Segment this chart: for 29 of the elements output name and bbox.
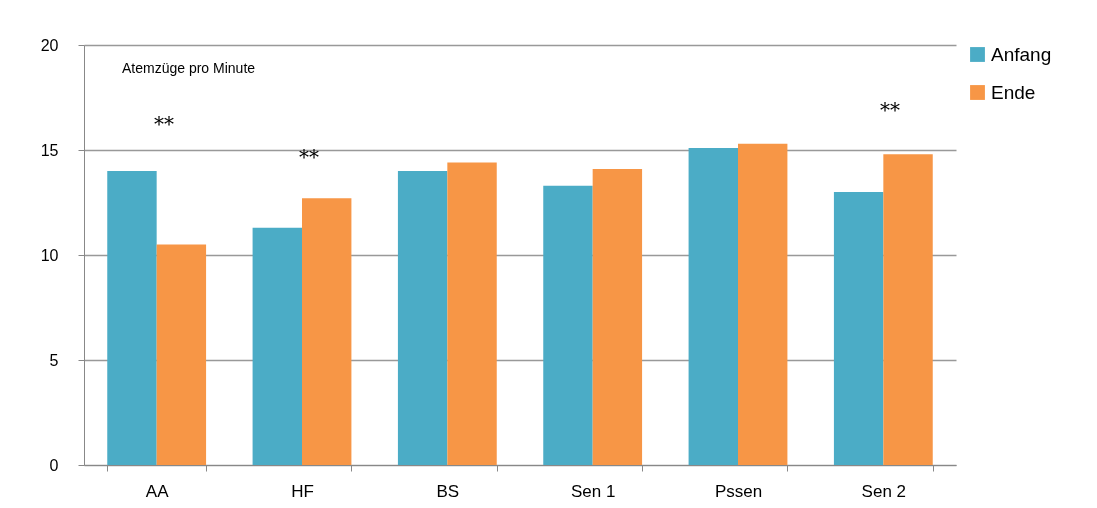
- y-tick-label: 0: [49, 456, 59, 474]
- annotation: **: [880, 98, 900, 122]
- annotation: **: [154, 112, 174, 136]
- x-tick-label: Sen 1: [570, 481, 616, 501]
- y-tick-label: 10: [40, 246, 59, 264]
- bar: [252, 227, 302, 465]
- bar: [738, 143, 788, 465]
- bar: [592, 168, 643, 465]
- x-tick-label: BS: [436, 481, 460, 501]
- x-tick-label: Sen 2: [861, 481, 907, 501]
- x-tick-label: Pssen: [714, 481, 763, 501]
- y-tick-label: 20: [40, 36, 59, 54]
- y-tick-label: 5: [49, 351, 59, 369]
- y-tick-label: 15: [40, 141, 59, 159]
- bar: [883, 154, 933, 465]
- legend-label: Ende: [991, 81, 1036, 103]
- bar: [833, 192, 884, 465]
- annotation: **: [299, 145, 319, 169]
- x-tick-label: AA: [145, 481, 170, 501]
- bar: [156, 244, 207, 465]
- bar: [447, 162, 497, 465]
- bar: [688, 147, 738, 465]
- bar: [107, 171, 157, 465]
- bar: [543, 185, 593, 465]
- bar: [397, 171, 448, 465]
- x-tick-label: HF: [291, 481, 314, 501]
- legend-label: Anfang: [991, 43, 1052, 65]
- bar: [302, 198, 352, 465]
- annotation: Atemzüge pro Minute: [122, 60, 256, 76]
